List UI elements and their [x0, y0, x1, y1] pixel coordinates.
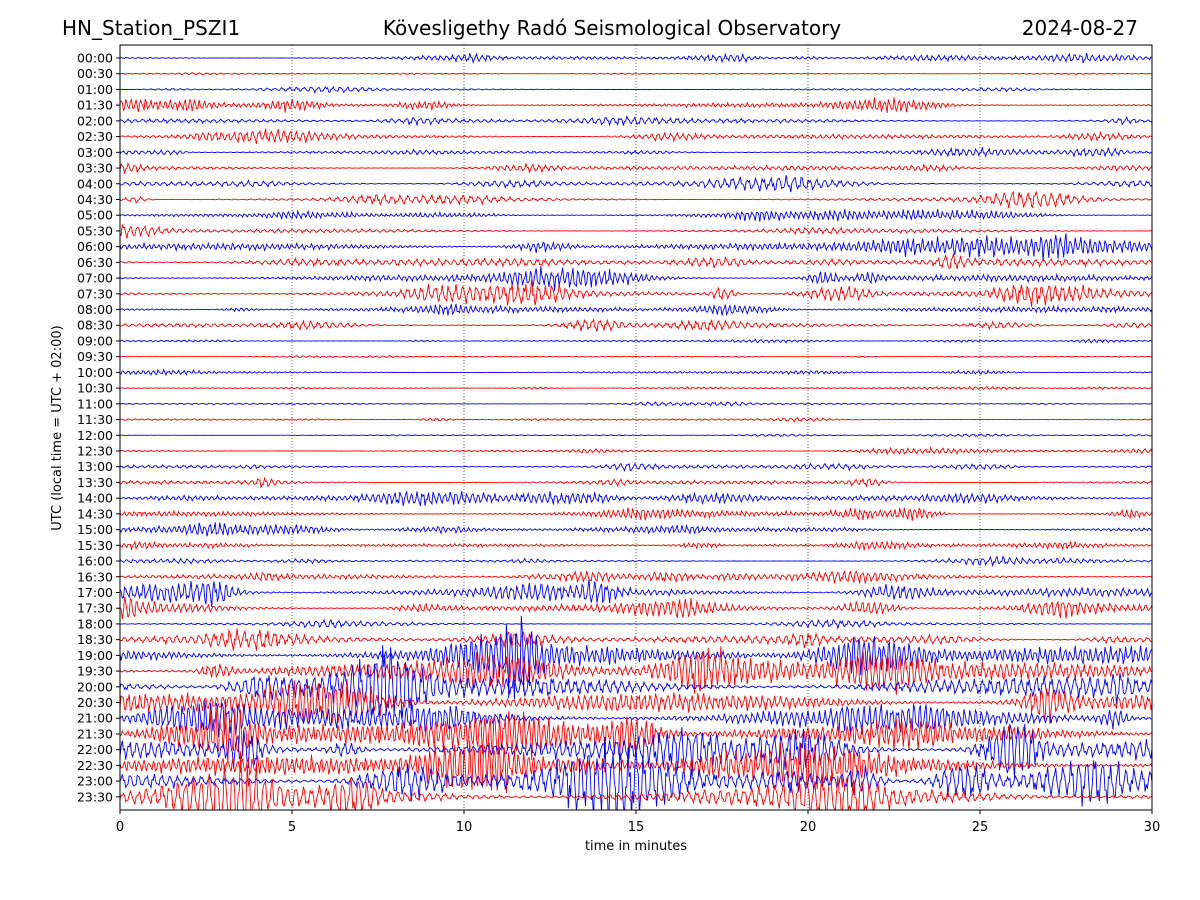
row-label: 09:30	[77, 349, 113, 364]
row-label: 19:30	[77, 664, 113, 679]
trace-line	[120, 579, 1152, 607]
row-label: 10:30	[77, 381, 113, 396]
row-label: 16:00	[77, 554, 113, 569]
trace-line	[120, 266, 1152, 292]
row-label: 23:00	[77, 774, 113, 789]
row-label: 22:30	[77, 758, 113, 773]
row-label: 19:00	[77, 648, 113, 663]
x-axis-ticks: 0 5 10 15 20 25 30	[116, 810, 1160, 835]
row-label: 02:00	[77, 113, 113, 128]
row-label: 04:30	[77, 192, 113, 207]
row-label: 20:00	[77, 679, 113, 694]
row-label: 21:30	[77, 726, 113, 741]
row-label: 20:30	[77, 695, 113, 710]
x-tick-label: 20	[800, 820, 817, 835]
row-label: 08:30	[77, 318, 113, 333]
trace-line	[120, 507, 1152, 521]
x-axis-label: time in minutes	[585, 839, 687, 854]
row-label: 00:30	[77, 66, 113, 81]
trace-line	[120, 338, 1152, 344]
row-label: 02:30	[77, 129, 113, 144]
row-label: 22:00	[77, 742, 113, 757]
row-label: 18:00	[77, 616, 113, 631]
trace-line	[120, 146, 1152, 158]
row-label: 01:00	[77, 82, 113, 97]
row-label: 06:30	[77, 255, 113, 270]
trace-line	[120, 476, 1152, 489]
y-axis-row-labels: 00:0000:3001:0001:3002:0002:3003:0003:30…	[77, 51, 120, 804]
row-label: 21:00	[77, 711, 113, 726]
trace-line	[120, 209, 1152, 222]
station-title: HN_Station_PSZI1	[62, 16, 241, 40]
x-tick-label: 10	[456, 820, 473, 835]
row-label: 10:00	[77, 365, 113, 380]
date-title: 2024-08-27	[1021, 16, 1138, 40]
row-label: 17:00	[77, 585, 113, 600]
trace-line	[120, 233, 1152, 262]
trace-line	[120, 645, 1152, 719]
row-label: 05:00	[77, 208, 113, 223]
row-label: 16:30	[77, 569, 113, 584]
x-tick-label: 5	[288, 820, 296, 835]
row-label: 00:00	[77, 51, 113, 66]
row-label: 09:00	[77, 333, 113, 348]
row-label: 13:30	[77, 475, 113, 490]
observatory-title: Kövesligethy Radó Seismological Observat…	[382, 16, 842, 40]
row-label: 07:30	[77, 286, 113, 301]
row-label: 17:30	[77, 601, 113, 616]
x-tick-label: 25	[972, 820, 989, 835]
vertical-gridlines	[291, 45, 981, 810]
y-axis-label: UTC (local time = UTC + 02:00)	[50, 325, 65, 530]
trace-line	[120, 539, 1152, 552]
row-label: 12:30	[77, 444, 113, 459]
row-label: 15:00	[77, 522, 113, 537]
trace-line	[120, 462, 1152, 472]
row-label: 14:30	[77, 506, 113, 521]
row-label: 18:30	[77, 632, 113, 647]
row-label: 23:30	[77, 789, 113, 804]
row-label: 06:00	[77, 239, 113, 254]
x-tick-label: 0	[116, 820, 124, 835]
trace-line	[120, 751, 1152, 810]
row-label: 07:00	[77, 271, 113, 286]
x-tick-label: 15	[628, 820, 645, 835]
trace-line	[120, 278, 1152, 307]
row-label: 12:00	[77, 428, 113, 443]
row-label: 14:00	[77, 491, 113, 506]
trace-line	[120, 190, 1152, 209]
trace-line	[120, 490, 1152, 507]
row-label: 01:30	[77, 98, 113, 113]
row-label: 11:00	[77, 396, 113, 411]
row-label: 15:30	[77, 538, 113, 553]
row-label: 03:30	[77, 161, 113, 176]
trace-line	[120, 401, 1152, 407]
row-label: 13:00	[77, 459, 113, 474]
row-label: 11:30	[77, 412, 113, 427]
trace-line	[120, 618, 1152, 630]
trace-line	[120, 318, 1152, 332]
row-label: 05:30	[77, 223, 113, 238]
row-label: 04:00	[77, 176, 113, 191]
row-label: 03:00	[77, 145, 113, 160]
trace-line	[120, 570, 1152, 584]
x-tick-label: 30	[1144, 820, 1161, 835]
row-label: 08:00	[77, 302, 113, 317]
